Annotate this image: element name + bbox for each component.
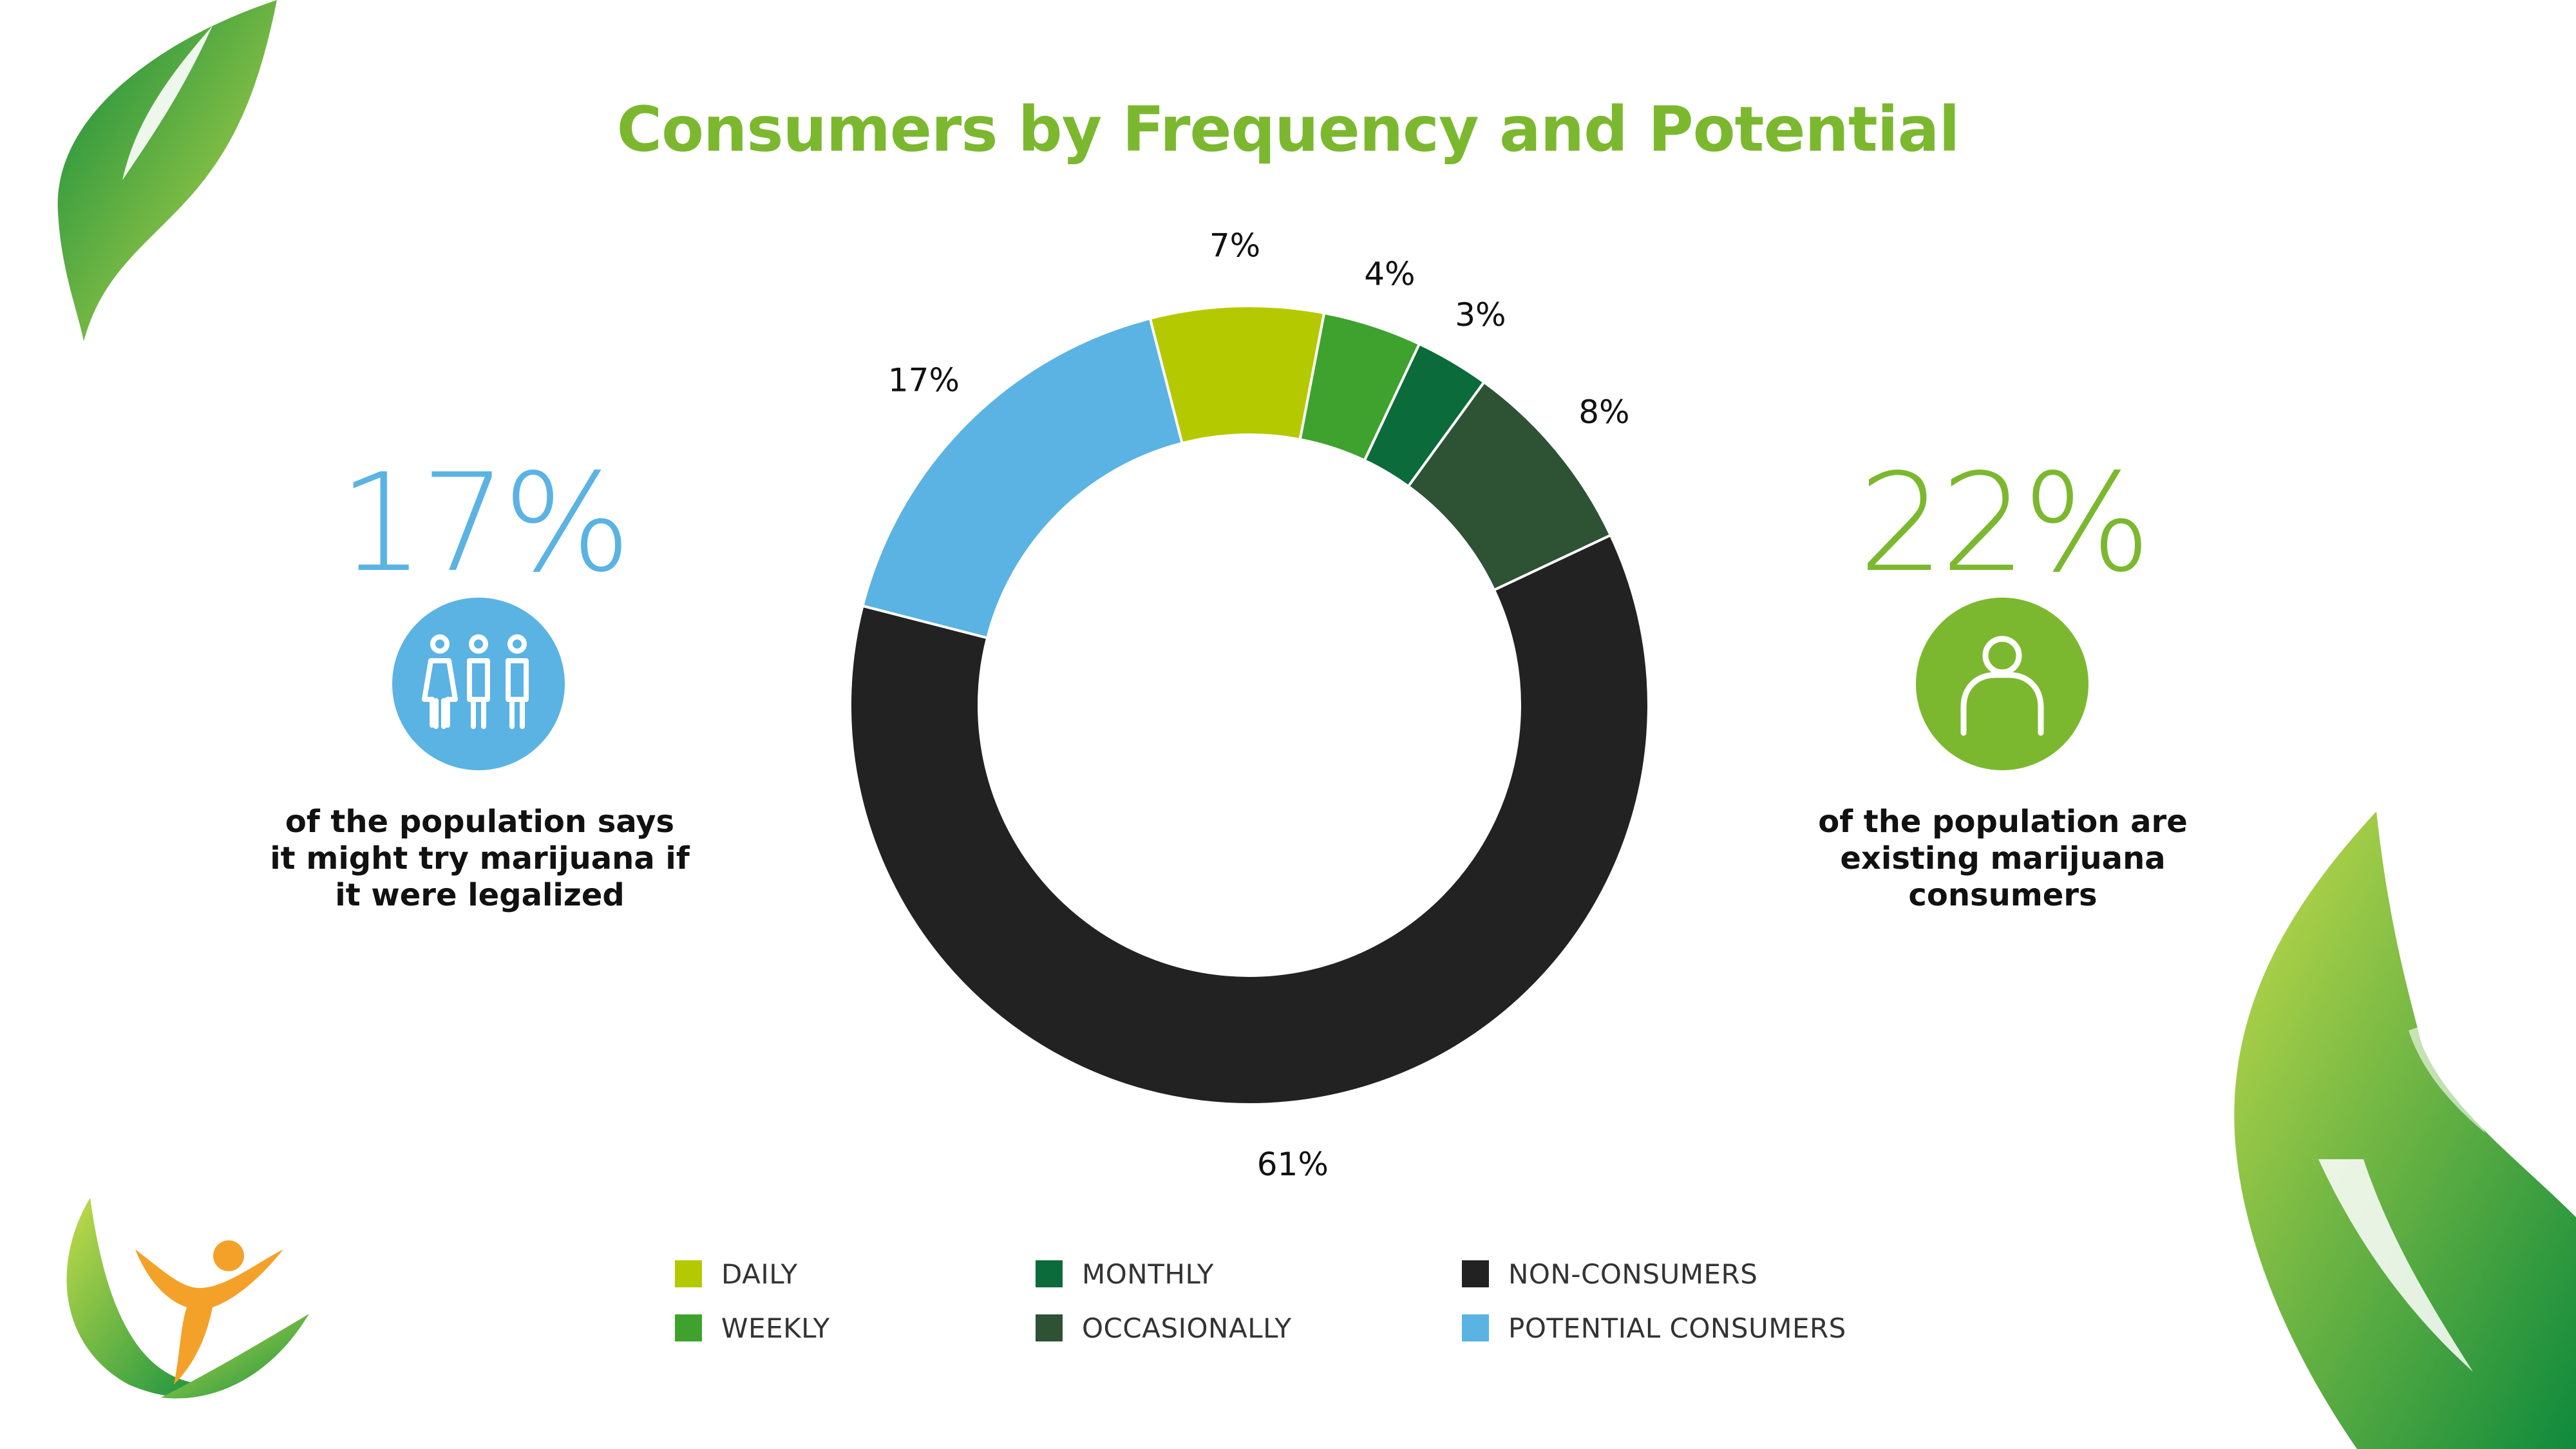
slice-label: 17% — [888, 361, 960, 399]
caption-line: it were legalized — [335, 877, 625, 913]
leaf-decoration-bottom-right — [2234, 811, 2576, 1449]
caption-line: it might try marijuana if — [270, 840, 690, 876]
slice-label: 8% — [1578, 393, 1629, 431]
company-logo — [66, 1198, 309, 1399]
donut-slice-non-consumers — [849, 533, 1650, 1106]
donut-slice-potential-consumers — [861, 317, 1184, 639]
caption-line: existing marijuana — [1840, 840, 2166, 876]
caption-line: of the population says — [285, 804, 675, 840]
existing-consumers-caption: of the population are existing marijuana… — [1771, 804, 2235, 914]
slice-label: 7% — [1209, 227, 1260, 264]
slice-label: 3% — [1455, 296, 1506, 334]
existing-consumers-stat: 22% — [1858, 444, 2152, 602]
page-title: Consumers by Frequency and Potential — [616, 93, 1960, 166]
leaf-decoration-top-left — [57, 0, 277, 341]
slice-label: 4% — [1364, 256, 1415, 293]
caption-line: consumers — [1908, 877, 2098, 913]
person-icon — [1916, 598, 2088, 770]
caption-line: of the population are — [1818, 804, 2188, 840]
potential-consumers-caption: of the population says it might try mari… — [248, 804, 712, 914]
slice-label: 61% — [1257, 1146, 1329, 1183]
people-group-icon — [392, 598, 565, 770]
potential-consumers-stat: 17% — [338, 444, 632, 602]
